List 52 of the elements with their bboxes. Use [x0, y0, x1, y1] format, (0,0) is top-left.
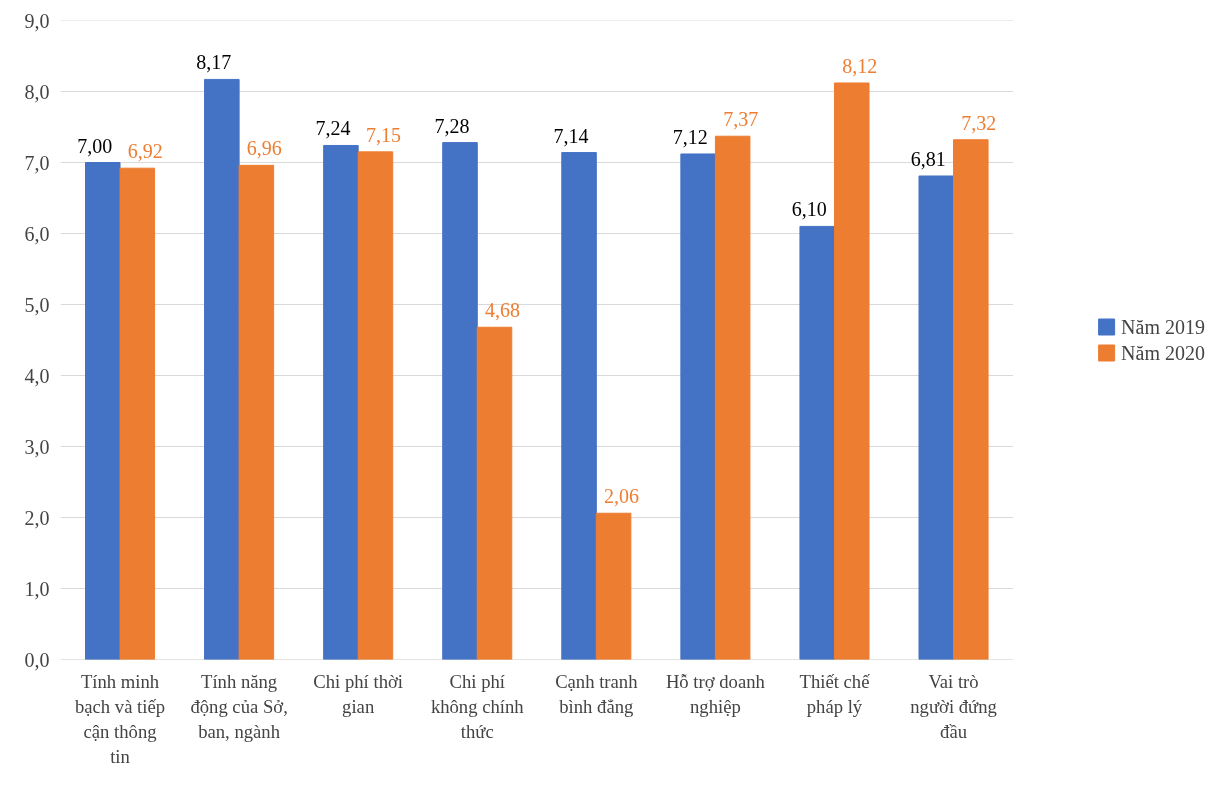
data-label: 7,28 [434, 114, 470, 137]
bar [561, 152, 597, 660]
bar [323, 144, 359, 660]
data-label: 8,12 [842, 54, 878, 77]
x-tick-label: Vai trò người đứng đầu [910, 670, 997, 742]
data-label: 4,68 [485, 299, 521, 322]
data-label: 7,32 [961, 111, 997, 134]
data-label: 7,15 [365, 123, 401, 146]
bar [476, 326, 513, 660]
bar [204, 78, 240, 660]
y-tick-label: 9,0 [24, 9, 50, 32]
y-tick-label: 8,0 [24, 80, 50, 103]
x-tick-label: Chi phí không chính thức [430, 670, 525, 742]
bar [442, 142, 478, 660]
data-label: 6,96 [246, 137, 282, 160]
data-label: 8,17 [196, 51, 232, 74]
x-tick-label: Thiết chế pháp lý [799, 670, 871, 717]
x-tick-label: Chi phí thời gian [313, 670, 404, 717]
bar [85, 162, 121, 660]
bar [680, 153, 716, 660]
data-label: 2,06 [604, 485, 640, 508]
y-tick-label: 0,0 [24, 648, 50, 671]
y-tick-label: 3,0 [24, 435, 50, 458]
bar [357, 151, 394, 660]
y-tick-label: 7,0 [24, 151, 50, 174]
data-label: 6,81 [910, 147, 946, 170]
bar [799, 225, 835, 660]
y-tick-label: 6,0 [24, 222, 50, 245]
data-label: 6,10 [791, 198, 827, 221]
legend-label: Năm 2020 [1121, 341, 1205, 364]
y-tick-label: 4,0 [24, 364, 50, 387]
x-tick-label: Tính minh bạch và tiếp cận thông tin [74, 670, 166, 768]
data-label: 7,24 [315, 117, 351, 140]
data-label: 7,12 [672, 125, 708, 148]
x-tick-label: Hỗ trợ doanh nghiệp [665, 670, 766, 717]
data-label: 7,14 [553, 124, 589, 147]
bar [238, 164, 275, 660]
bar [918, 175, 955, 660]
y-tick-label: 5,0 [24, 293, 50, 316]
y-tick-label: 1,0 [24, 577, 50, 600]
x-tick-label: Tính năng động của Sở, ban, ngành [190, 670, 288, 742]
y-tick-label: 2,0 [24, 506, 50, 529]
data-label: 7,00 [77, 134, 113, 157]
bar [953, 139, 989, 660]
bar [833, 82, 870, 660]
x-tick-label: Cạnh tranh bình đẳng [555, 670, 639, 717]
bar [714, 135, 751, 660]
bar [119, 167, 156, 660]
data-label: 6,92 [127, 140, 163, 163]
legend-label: Năm 2019 [1121, 315, 1205, 338]
data-label: 7,37 [723, 108, 759, 131]
bar [595, 512, 632, 660]
